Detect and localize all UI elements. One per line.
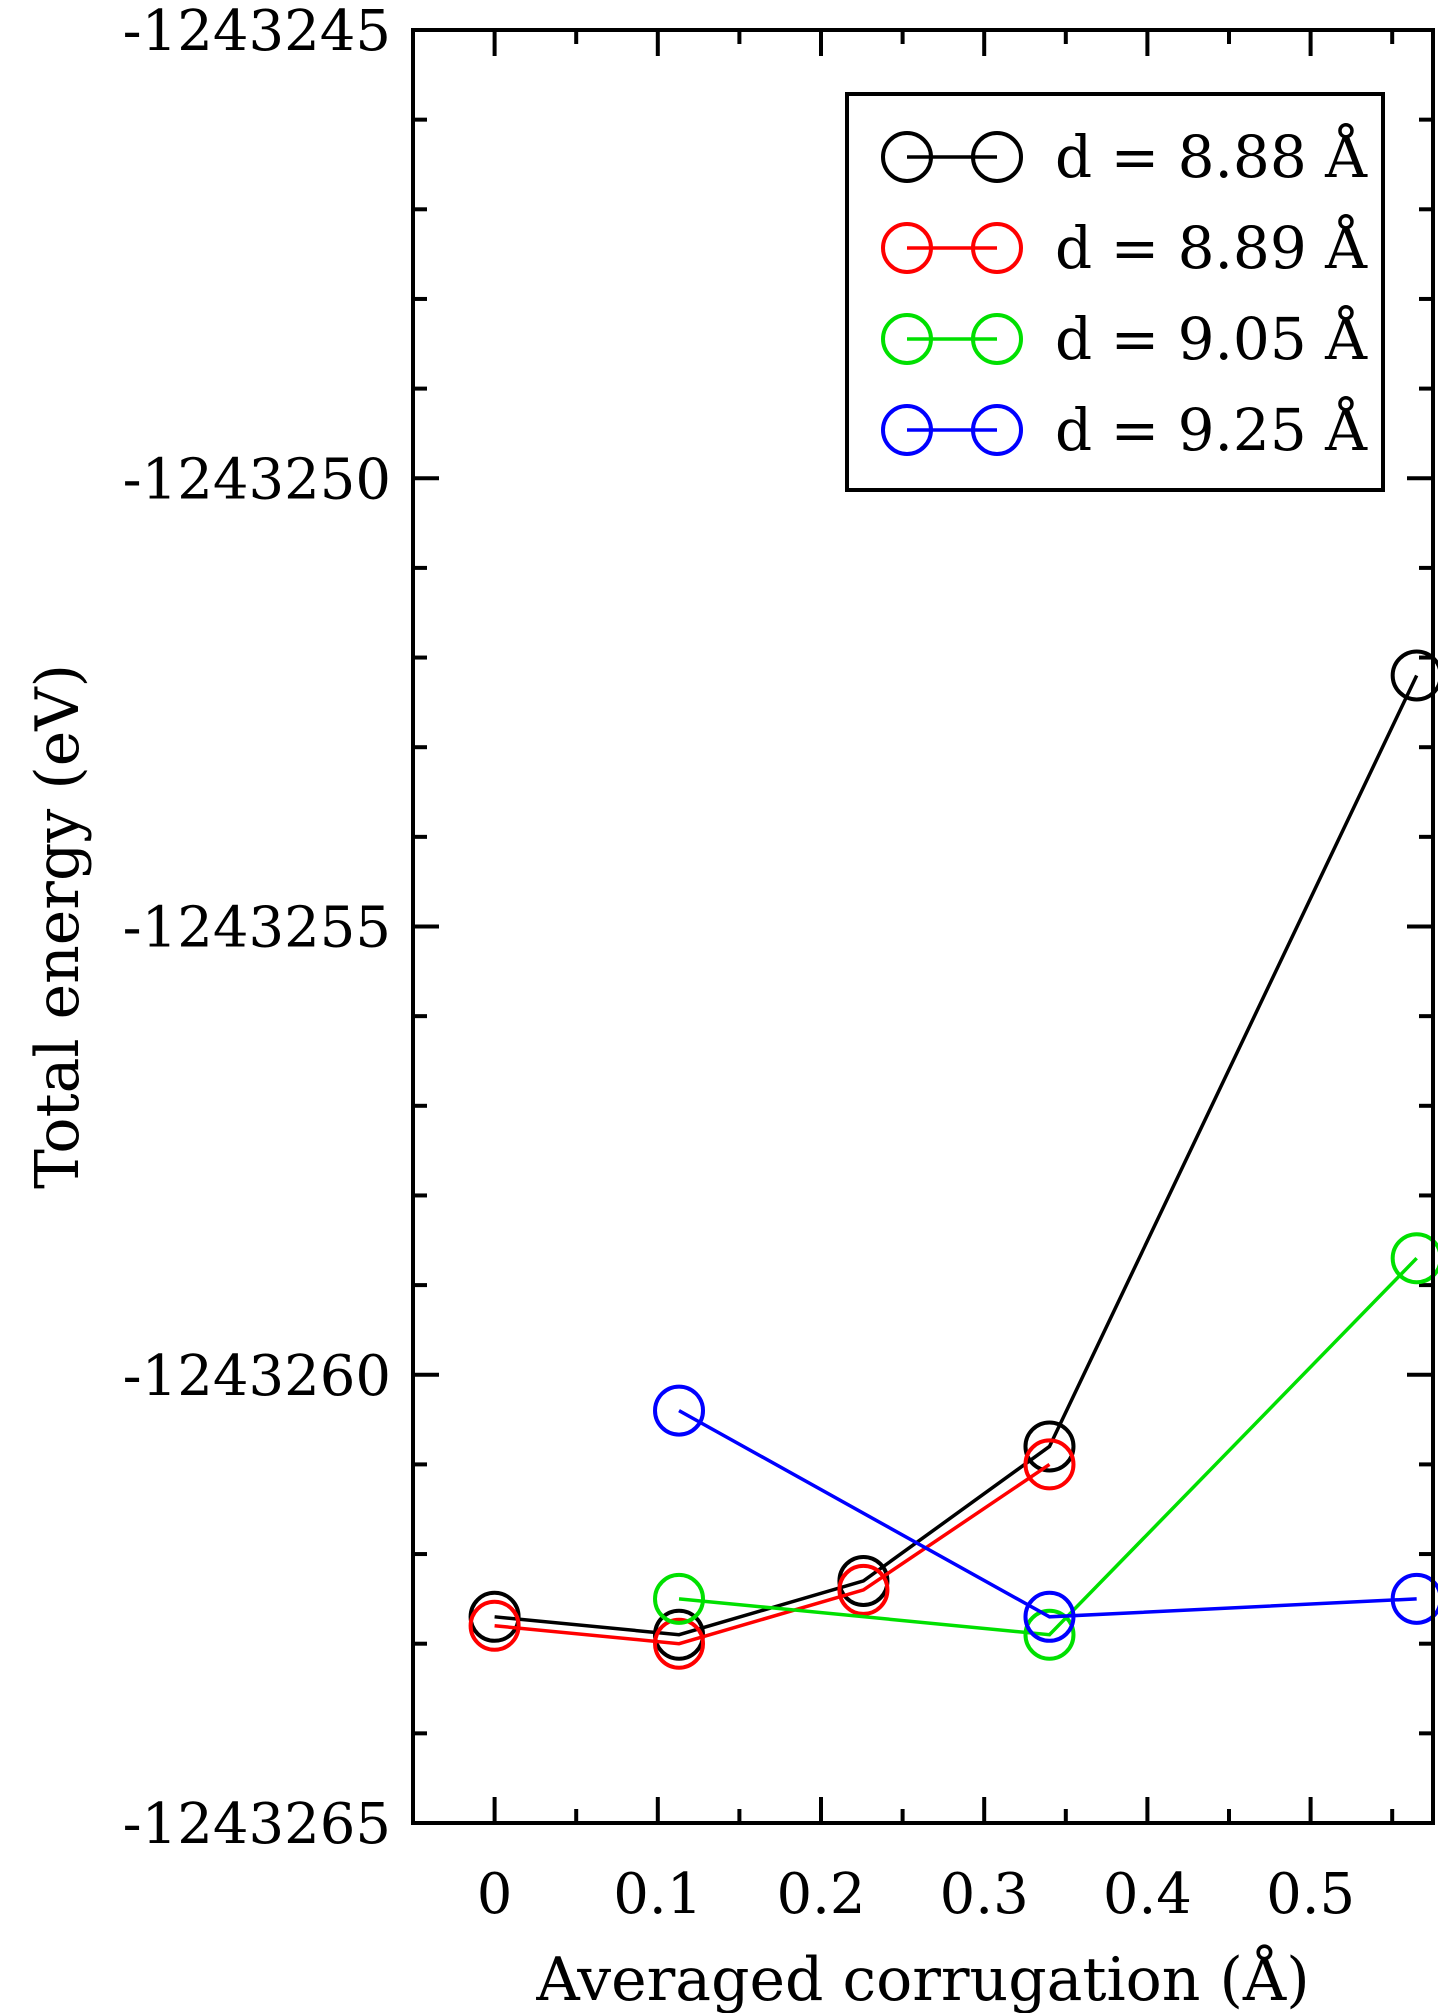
legend-marker [971, 222, 1023, 274]
series-3 [653, 1232, 1438, 1661]
legend-label: d = 8.88 Å [1055, 123, 1368, 191]
data-point [1023, 1438, 1076, 1491]
x-tick-label: 0.3 [940, 1862, 1029, 1927]
legend-marker [881, 313, 933, 365]
data-point [1023, 1590, 1076, 1643]
legend-marker [881, 131, 933, 183]
series-line [494, 674, 1419, 1637]
series-4 [653, 1384, 1438, 1643]
legend-entries: d = 8.88 Å d = 8.89 Å d = 9.05 Å d = 9.25 Å [881, 123, 1368, 464]
plot-frame [411, 28, 1435, 1825]
series-layer [468, 649, 1438, 1670]
data-point [1023, 1420, 1076, 1473]
series-2 [468, 1438, 1076, 1670]
data-point [653, 1617, 706, 1670]
legend-marker [971, 404, 1023, 456]
legend-marker [971, 131, 1023, 183]
legend: d = 8.88 Å d = 8.89 Å d = 9.05 Å d = 9.25 Å [845, 92, 1385, 492]
series-line [678, 1256, 1418, 1637]
y-tick-label: -1243265 [123, 1792, 391, 1857]
data-point [653, 1384, 706, 1437]
data-point [1023, 1608, 1076, 1661]
x-tick-label: 0.1 [613, 1862, 702, 1927]
legend-entry: d = 9.05 Å [881, 305, 1368, 373]
legend-marker [881, 222, 933, 274]
data-point [1390, 649, 1438, 702]
data-point [653, 1572, 706, 1625]
y-tick-label: -1243245 [123, 0, 391, 64]
legend-label: d = 9.25 Å [1055, 396, 1368, 464]
x-tick-label: 0.5 [1266, 1862, 1355, 1927]
y-tick-label: -1243255 [123, 896, 391, 961]
series-line [678, 1409, 1417, 1619]
y-tick-label: -1243260 [123, 1344, 391, 1409]
y-tick-label: -1243250 [123, 447, 391, 512]
ticks: 0 0.1 0.2 0.3 0.4 0.5 -1243265 -1243260 -1243255… [123, 0, 1433, 1927]
series-1 [468, 649, 1438, 1661]
data-point [1390, 1572, 1438, 1625]
x-axis-title: Averaged corrugation (Å) [535, 1944, 1309, 2013]
series-line [494, 1462, 1051, 1646]
x-tick-label: 0.2 [776, 1862, 865, 1927]
x-tick-label: 0.4 [1103, 1862, 1192, 1927]
legend-marker [881, 404, 933, 456]
x-tick-label: 0 [477, 1862, 513, 1927]
legend-label: d = 9.05 Å [1055, 305, 1368, 373]
data-point [1390, 1232, 1438, 1285]
legend-marker [971, 313, 1023, 365]
legend-entry: d = 9.25 Å [881, 396, 1368, 464]
legend-label: d = 8.89 Å [1055, 214, 1368, 282]
data-point [468, 1599, 521, 1652]
data-point [837, 1563, 890, 1616]
legend-box [845, 92, 1385, 492]
legend-entry: d = 8.89 Å [881, 214, 1368, 282]
legend-entry: d = 8.88 Å [881, 123, 1368, 191]
y-axis-title: Total energy (eV) [23, 664, 93, 1189]
